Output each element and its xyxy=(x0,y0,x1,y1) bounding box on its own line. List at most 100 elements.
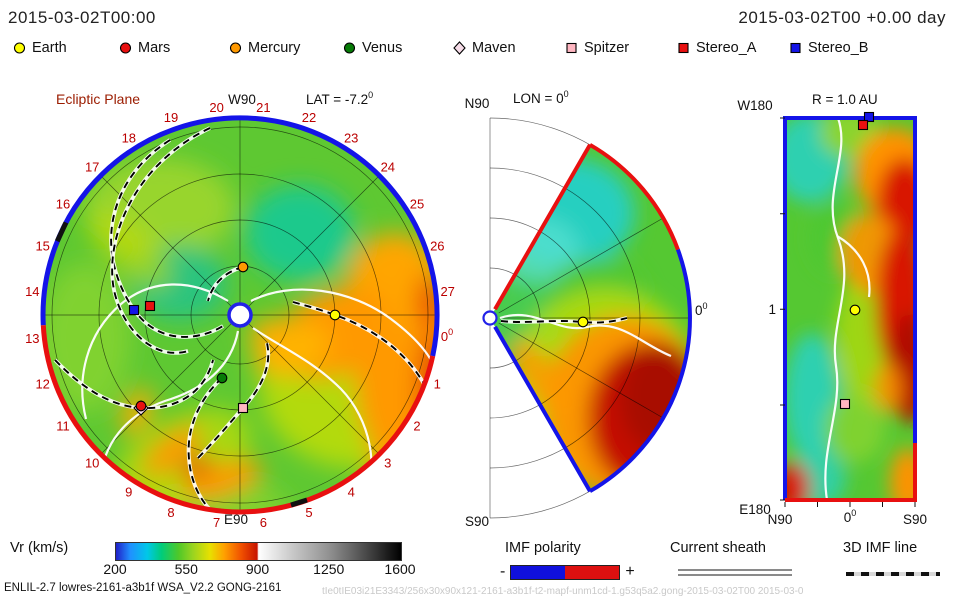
e180-label: E180 xyxy=(739,502,771,517)
zero-value: 0 xyxy=(844,510,852,525)
zero-label-meridional: 00 xyxy=(695,301,708,318)
ring-number-11: 11 xyxy=(56,419,70,434)
legend-item-venus: Venus xyxy=(342,39,402,56)
lon-label: LON = 00 xyxy=(513,89,569,106)
legend-item-mars: Mars xyxy=(118,39,170,56)
current-sheath-symbol xyxy=(678,569,792,576)
ring-number-23: 23 xyxy=(344,131,358,146)
ring-number-25: 25 xyxy=(410,196,424,211)
colorbar-tick-900: 900 xyxy=(245,561,270,577)
imf-polarity-key: - + xyxy=(500,563,635,581)
marker-mercury xyxy=(237,261,249,273)
n90-axis-label: N90 xyxy=(768,512,793,527)
ring-number-20: 20 xyxy=(209,100,223,115)
run-id-watermark: tIe0tIE03i21E3343/256x30x90x121-2161-a3b… xyxy=(322,586,804,597)
marker-mars xyxy=(135,400,147,412)
venus-marker-icon xyxy=(343,41,356,54)
wedge-boundary-polarity xyxy=(493,143,692,493)
imf-polarity-label: IMF polarity xyxy=(505,540,581,556)
marker-stereo_a xyxy=(144,300,156,312)
ring-number-26: 26 xyxy=(430,239,444,254)
legend-label: Earth xyxy=(32,39,67,56)
imf-line-label: 3D IMF line xyxy=(843,540,918,556)
outer-boundary-polarity xyxy=(40,115,440,515)
legend-item-stereo_a: Stereo_A xyxy=(676,39,756,56)
degree-superscript: 0 xyxy=(448,327,453,337)
marker-earth xyxy=(329,309,341,321)
ring-number-2: 2 xyxy=(413,419,420,434)
e90-label: E90 xyxy=(224,512,248,527)
marker-spitzer xyxy=(839,398,851,410)
radius-tick-label: 1 xyxy=(768,302,776,317)
legend-label: Spitzer xyxy=(584,39,630,56)
ring-number-16: 16 xyxy=(56,196,70,211)
ring-number-8: 8 xyxy=(167,505,174,520)
velocity-field-ecliptic xyxy=(44,119,436,511)
imf-polarity-boxes xyxy=(510,564,621,580)
legend-label: Stereo_B xyxy=(808,39,869,56)
ring-number-15: 15 xyxy=(35,239,49,254)
n90-label: N90 xyxy=(465,96,490,111)
marker-earth xyxy=(577,316,589,328)
stereo_b-marker-icon xyxy=(790,42,801,53)
imf-positive-swatch xyxy=(565,565,620,579)
current-sheet-line-meridional xyxy=(499,313,672,358)
ecliptic-title: Ecliptic Plane xyxy=(56,91,140,107)
timestamp-left: 2015-03-02T00:00 xyxy=(8,8,156,27)
ring-number-13: 13 xyxy=(25,331,39,346)
velocity-field-radial-map xyxy=(785,118,915,500)
model-run-info: ENLIL-2.7 lowres-2161-a3b1f WSA_V2.2 GON… xyxy=(4,582,282,594)
marker-spitzer xyxy=(237,402,249,414)
axis-ticks xyxy=(780,117,916,507)
lat-value: LAT = -7.2 xyxy=(306,92,368,107)
legend-item-mercury: Mercury xyxy=(228,39,300,56)
radial-map-markers xyxy=(839,111,875,410)
colorbar-tick-1600: 1600 xyxy=(384,561,416,577)
legend-label: Maven xyxy=(472,39,516,56)
meridional-markers xyxy=(577,316,589,328)
degree-superscript: 0 xyxy=(851,508,856,518)
sun-inner-boundary-meridional xyxy=(482,310,498,326)
lon-value: LON = 0 xyxy=(513,91,564,106)
marker-stereo_b xyxy=(128,304,140,316)
stereo_a-marker-icon xyxy=(678,42,689,53)
marker-venus xyxy=(216,372,228,384)
legend-label: Mercury xyxy=(248,39,301,56)
legend-item-maven: Maven xyxy=(452,39,516,56)
zero-value: 0 xyxy=(695,303,703,318)
earth-marker-icon xyxy=(13,41,26,54)
colorbar-tick-200: 200 xyxy=(103,561,127,577)
zero-longitude-label: 00 xyxy=(441,327,453,344)
legend-label: Mars xyxy=(138,39,171,56)
colorbar-ticks: 200 550 900 1250 1600 xyxy=(103,561,415,579)
legend-item-spitzer: Spitzer xyxy=(564,39,629,56)
ecliptic-markers xyxy=(128,261,341,416)
s90-axis-label: S90 xyxy=(903,512,927,527)
degree-superscript: 0 xyxy=(368,90,373,100)
current-sheet-line-radial xyxy=(824,118,871,500)
ring-number-19: 19 xyxy=(164,110,178,125)
imf-line-symbol xyxy=(846,572,940,576)
imf-plus-sign: + xyxy=(625,563,635,580)
ring-number-18: 18 xyxy=(122,131,136,146)
current-sheath-label: Current sheath xyxy=(670,540,766,556)
ring-number-1: 1 xyxy=(434,377,441,392)
ring-number-14: 14 xyxy=(25,284,39,299)
legend-label: Stereo_A xyxy=(696,39,757,56)
legend-item-stereo_b: Stereo_B xyxy=(788,39,868,56)
ring-number-24: 24 xyxy=(381,160,395,175)
velocity-colorbar xyxy=(115,542,402,561)
ring-number-21: 21 xyxy=(256,100,270,115)
marker-stereo_a xyxy=(857,119,869,131)
imf-negative-swatch xyxy=(511,565,566,579)
legend-label: Venus xyxy=(362,39,403,56)
maven-marker-icon xyxy=(453,40,466,55)
mercury-marker-icon xyxy=(229,41,242,54)
s90-label: S90 xyxy=(465,514,489,529)
colorbar-tick-550: 550 xyxy=(174,561,198,577)
marker-earth xyxy=(849,304,861,316)
body-legend-row: Earth Mars Mercury Venus Maven Spitzer Stereo_… xyxy=(0,0,960,60)
